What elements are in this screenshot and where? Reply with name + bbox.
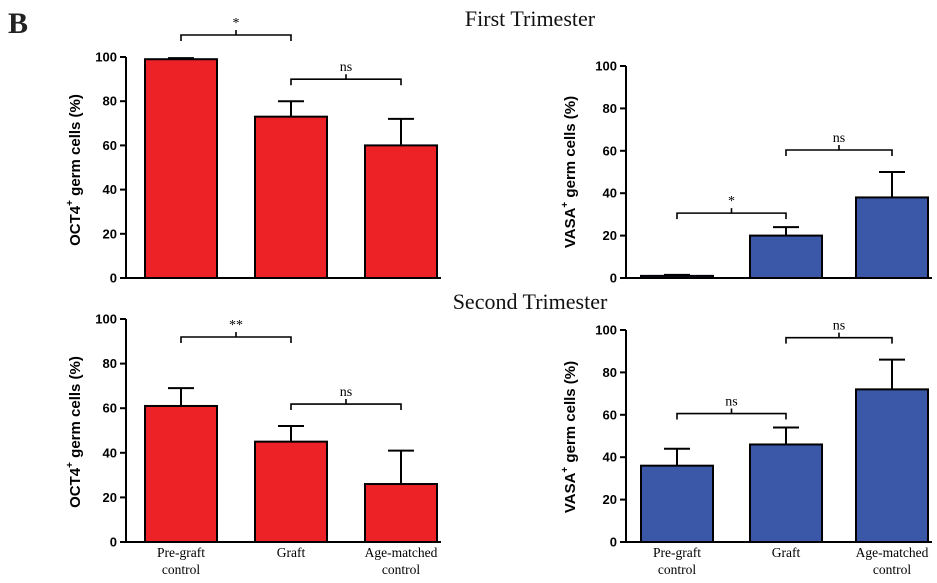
x-category-label: Graft [772,545,801,560]
significance-label: ns [340,60,352,75]
bar-age-matched-control [855,388,929,543]
significance-label: ns [725,395,737,410]
significance-bracket [290,399,402,411]
x-category-label: Age-matched [856,545,929,560]
significance-label: ** [229,318,243,333]
bar-age-matched-control [364,144,438,279]
bar-graft [749,443,823,544]
y-tick-label: 40 [103,182,117,197]
y-tick-label: 40 [103,445,117,460]
section-title-second-trimester: Second Trimester [453,289,608,314]
y-tick-label: 80 [603,365,617,380]
significance-label: * [728,194,735,209]
bar-pre-graft-control [640,464,714,543]
y-tick-label: 0 [110,271,117,286]
bar-pre-graft-control [144,404,218,543]
y-axis-label: OCT4+ germ cells (%) [65,356,84,508]
chart-second-oct4: 0 20 40 60 80 100 OCT4+ germ cells (%) ** ns Pre-… [65,312,441,577]
panel-letter: B [8,7,28,40]
chart-second-vasa: 0 20 40 60 80 100 VASA+ germ cells (%) ns ns Pre-… [560,319,932,577]
y-tick-label: 40 [603,450,617,465]
chart-first-vasa: 0 20 40 60 80 100 VASA+ germ cells (%) * ns [560,59,932,286]
y-tick-label: 0 [110,535,117,550]
significance-bracket [676,408,787,420]
x-category-label: control [382,562,420,577]
bar-pre-graft-control [144,58,218,279]
y-tick-label: 0 [610,271,617,286]
x-category-label: Graft [277,545,306,560]
significance-bracket [676,208,787,220]
y-tick-label: 100 [95,312,117,327]
y-tick-label: 100 [95,50,117,65]
y-axis-label: VASA+ germ cells (%) [560,361,579,513]
y-tick-label: 100 [595,59,617,74]
bar-graft [254,440,328,543]
significance-bracket [180,30,292,41]
y-tick-label: 20 [103,226,117,241]
section-title-first-trimester: First Trimester [465,6,596,31]
x-category-label: Pre-graft [653,545,701,560]
bar-age-matched-control [855,196,929,279]
x-category-label: Age-matched [365,545,438,560]
y-tick-label: 0 [610,535,617,550]
significance-bracket [180,332,292,343]
significance-label: ns [833,131,845,146]
significance-label: * [233,16,240,31]
significance-label: ns [833,319,845,334]
bar-graft [749,234,823,280]
bar-age-matched-control [364,483,438,543]
y-axis-label: VASA+ germ cells (%) [560,96,579,248]
y-tick-label: 40 [603,186,617,201]
y-tick-label: 80 [603,101,617,116]
y-axis-label: OCT4+ germ cells (%) [65,94,84,246]
y-tick-label: 20 [103,490,117,505]
y-tick-label: 60 [103,138,117,153]
x-category-label: control [873,562,911,577]
y-tick-label: 60 [103,401,117,416]
chart-first-oct4: 0 20 40 60 80 100 OCT4+ germ cells (%) * ns [65,16,441,286]
bar-pre-graft-control [640,274,714,280]
bar-graft [254,115,328,279]
y-tick-label: 20 [603,228,617,243]
x-category-label: control [162,562,200,577]
y-tick-label: 80 [103,356,117,371]
y-tick-label: 60 [603,143,617,158]
significance-bracket [785,332,893,344]
y-tick-label: 80 [103,94,117,109]
y-tick-label: 60 [603,407,617,422]
y-tick-label: 100 [595,323,617,338]
x-category-label: Pre-graft [157,545,205,560]
significance-label: ns [340,385,352,400]
y-tick-label: 20 [603,492,617,507]
x-category-label: control [658,562,696,577]
significance-bracket [290,74,402,86]
significance-bracket [785,145,893,156]
